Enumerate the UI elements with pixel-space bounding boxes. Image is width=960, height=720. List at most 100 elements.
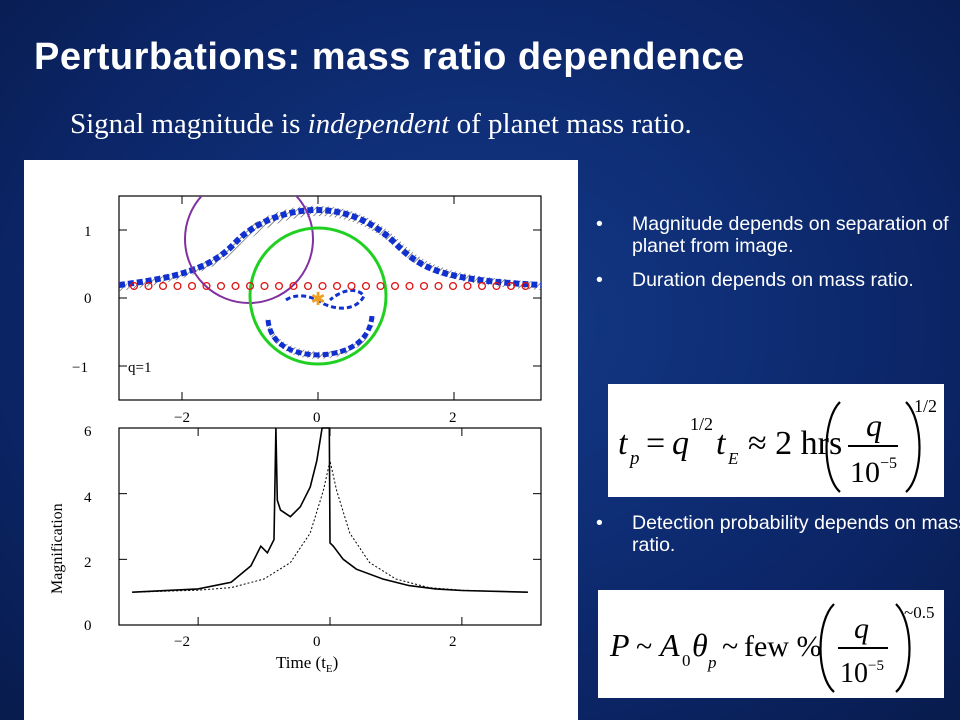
eq1-num: q <box>866 407 882 443</box>
top-ytick-label: 1 <box>84 224 92 240</box>
x-axis-label: Time (tE) <box>276 653 338 675</box>
subtitle-pre: Signal magnitude is <box>70 108 308 140</box>
eq1-E-sub: E <box>727 449 739 468</box>
top-panel-axes: 1 0 −1 −2 0 2 q=1 <box>72 196 541 426</box>
trajectory-point <box>332 281 342 291</box>
probability-equation: P ~ A 0 θ p ~ few % q 10 −5 ~0.5 <box>598 590 944 698</box>
trajectory-point <box>434 281 443 291</box>
trajectory-point <box>231 281 240 291</box>
bullet-list: • Magnitude depends on separation of plan… <box>596 213 956 291</box>
eq2-theta-sub: p <box>707 653 717 672</box>
subtitle-post: of planet mass ratio. <box>449 108 692 140</box>
subtitle-emphasis: independent <box>307 108 450 140</box>
slide-subtitle: Signal magnitude is independent of plane… <box>70 108 692 141</box>
eq2-den: 10 <box>840 658 868 689</box>
y-axis-label: Magnification <box>49 503 66 594</box>
eq2-exp: ~0.5 <box>904 603 934 622</box>
eq1-right-paren <box>905 401 921 493</box>
caustic-panel: ✱ 1 0 −1 −2 0 2 q=1 <box>72 195 542 426</box>
inner-image-track <box>285 289 366 310</box>
trajectory-point <box>303 281 313 291</box>
top-ytick-label: 0 <box>84 291 92 307</box>
x-axis-label-main: Time (t <box>276 653 326 672</box>
bullet-text: Detection probability depends on mass ra… <box>632 512 960 556</box>
lower-image-track <box>265 315 375 358</box>
top-panel-frame <box>118 195 542 401</box>
bottom-ytick-label: 2 <box>84 555 92 571</box>
eq1-exp: 1/2 <box>914 396 937 416</box>
eq1-left-paren <box>825 401 841 493</box>
trajectory-point <box>173 281 182 291</box>
bullet-text: Duration depends on mass ratio. <box>632 269 914 291</box>
eq2-num: q <box>854 612 869 645</box>
bottom-ytick-label: 6 <box>84 424 92 440</box>
trajectory-point <box>477 281 487 291</box>
probability-equation-svg: P ~ A 0 θ p ~ few % q 10 −5 ~0.5 <box>609 603 934 693</box>
x-axis-label-close: ) <box>333 653 339 672</box>
eq1-t: t <box>618 425 629 462</box>
duration-equation-svg: t p = q 1/2 t E ≈ 2 hrs q 10 −5 1/2 <box>618 396 937 493</box>
top-xtick-label: 2 <box>449 410 457 426</box>
light-curve-figure: ✱ 1 0 −1 −2 0 2 q=1 6 4 2 0 −2 0 2 <box>24 160 578 720</box>
eq2-theta: θ <box>692 627 708 663</box>
trajectory-point <box>448 281 458 291</box>
bullet-marker: • <box>596 512 603 534</box>
lens-star-marker: ✱ <box>310 289 325 310</box>
eq2-tilde2: ~ <box>722 630 738 663</box>
trajectory-point <box>216 281 226 291</box>
eq2-tilde1: ~ <box>636 630 652 663</box>
trajectory-point <box>506 281 516 291</box>
trajectory-point <box>376 281 385 291</box>
duration-equation: t p = q 1/2 t E ≈ 2 hrs q 10 −5 1/2 <box>608 384 944 497</box>
trajectory-point <box>144 281 153 291</box>
bottom-xtick-label: 0 <box>313 634 321 650</box>
bullet-item: • Detection probability depends on mass r… <box>596 512 960 556</box>
top-ytick-label: −1 <box>72 360 88 376</box>
trajectory-point <box>463 281 472 291</box>
trajectory-point <box>405 281 414 291</box>
slide-title: Perturbations: mass ratio dependence <box>34 36 745 78</box>
trajectory-point <box>202 281 211 291</box>
bullet-marker: • <box>596 269 603 291</box>
trajectory-point <box>419 281 429 291</box>
trajectory-point <box>187 281 197 291</box>
trajectory-point <box>260 281 269 291</box>
trajectory-point <box>245 281 255 291</box>
eq2-P: P <box>609 627 630 663</box>
upper-image-track <box>119 206 541 288</box>
top-xtick-label: 0 <box>313 410 321 426</box>
lens-einstein-ring <box>248 226 388 366</box>
trajectory-point <box>158 281 168 291</box>
eq2-few: few % <box>744 630 821 663</box>
trajectory-point <box>361 281 371 291</box>
eq2-right-paren <box>895 603 911 693</box>
trajectory-point <box>492 281 501 291</box>
trajectory-point <box>390 281 400 291</box>
bottom-xtick-label: −2 <box>174 634 190 650</box>
lens-star-icon: ✱ <box>310 289 325 310</box>
eq1-tE: t <box>716 425 727 462</box>
eq1-den-exp: −5 <box>880 455 897 472</box>
bottom-xtick-label: 2 <box>449 634 457 650</box>
trajectory-point <box>274 281 284 291</box>
eq1-q: q <box>672 425 689 462</box>
bullet-item: • Magnitude depends on separation of plan… <box>596 213 956 257</box>
trajectory-point <box>521 281 530 291</box>
eq2-den-exp: −5 <box>868 658 884 674</box>
eq2-left-paren <box>819 603 835 693</box>
bullet-item: • Duration depends on mass ratio. <box>596 269 956 291</box>
eq2-A: A <box>658 627 680 663</box>
trajectory-point <box>347 281 356 291</box>
x-axis-label-sub: E <box>326 663 333 675</box>
figure-svg: ✱ 1 0 −1 −2 0 2 q=1 6 4 2 0 −2 0 2 <box>49 195 542 675</box>
eq1-half-exp: 1/2 <box>690 414 713 434</box>
light-curves <box>132 427 528 593</box>
lower-hatched-band <box>266 312 376 359</box>
trajectory-point <box>289 281 298 291</box>
bullet-marker: • <box>596 213 603 235</box>
trajectory-point <box>129 281 139 291</box>
source-trajectory <box>129 281 530 291</box>
bullet-text: Magnitude depends on separation of plane… <box>632 213 949 257</box>
eq1-p-sub: p <box>628 448 640 469</box>
image-track <box>119 206 541 358</box>
